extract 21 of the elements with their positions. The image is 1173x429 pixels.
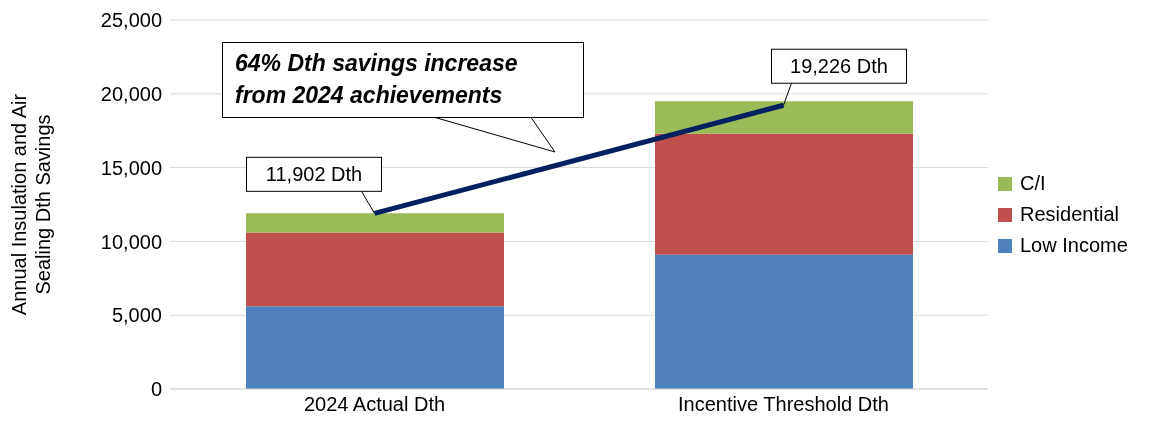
bar: [246, 306, 504, 389]
y-axis-title: Annual Insulation and Air Sealing Dth Savings: [8, 93, 54, 316]
bar: [655, 133, 913, 255]
y-tick-label: 20,000: [100, 82, 162, 105]
y-tick-label: 10,000: [100, 230, 162, 253]
y-tick-label: 5,000: [111, 304, 162, 327]
y-tick-label: 15,000: [100, 156, 162, 179]
legend-label: Low Income: [1020, 234, 1128, 257]
bar: [246, 213, 504, 233]
annotation: 11,902 Dth: [265, 163, 363, 186]
bar: [246, 232, 504, 307]
legend-label: Residential: [1020, 203, 1119, 226]
bar: [655, 254, 913, 389]
legend-label: C/I: [1020, 172, 1046, 195]
y-tick-label: 25,000: [100, 9, 162, 32]
y-tick-label: 0: [150, 378, 162, 401]
x-tick-label: Incentive Threshold Dth: [678, 393, 889, 416]
annotation: 19,226 Dth: [790, 55, 888, 78]
bar: [655, 101, 913, 134]
x-tick-label: 2024 Actual Dth: [303, 393, 446, 416]
annotation: 64% Dth savings increase from 2024 achievements: [222, 42, 584, 118]
